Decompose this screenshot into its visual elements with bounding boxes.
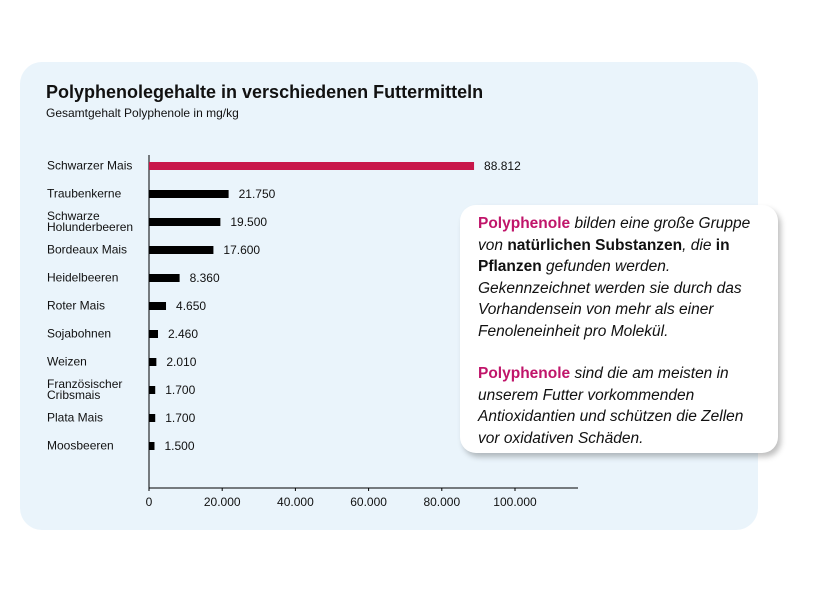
callout-paragraph: Polyphenole sind die am meisten in unser… [478, 363, 760, 449]
value-label: 19.500 [230, 215, 267, 229]
callout-text: in Pflanzen [478, 236, 730, 276]
bar [149, 218, 221, 226]
chart-subtitle: Gesamtgehalt Polyphenole in mg/kg [46, 106, 239, 120]
bar [149, 274, 180, 282]
callout: Polyphenole bilden eine große Gruppe von… [460, 205, 778, 453]
bar [149, 162, 475, 170]
chart-title: Polyphenolegehalte in verschiedenen Futt… [46, 82, 483, 102]
callout-text: , die [682, 236, 716, 254]
callout-text: Polyphenole [478, 365, 571, 382]
callout-text: sind die am meisten in unserem Futter vo… [478, 365, 744, 447]
category-label: Bordeaux Mais [47, 242, 128, 257]
callout-text: Polyphenole [478, 215, 571, 232]
callout-text: natürlichen Substanzen [507, 236, 683, 254]
value-label: 1.500 [164, 439, 194, 453]
x-tick-label: 40.000 [277, 495, 314, 509]
x-tick-label: 100.000 [493, 495, 537, 509]
bar [149, 190, 229, 198]
category-label: Schwarze Holunderbeeren [47, 209, 134, 234]
value-label: 2.460 [168, 327, 198, 341]
category-label: Plata Mais [47, 410, 104, 425]
value-label: 21.750 [239, 187, 276, 201]
category-label: Weizen [47, 354, 87, 369]
bar [149, 302, 167, 310]
category-label: Schwarzer Mais [47, 158, 133, 173]
category-label: Französischer Cribsmais [47, 377, 123, 402]
x-tick-label: 60.000 [350, 495, 387, 509]
bar [149, 358, 157, 366]
callout-text: gefunden werden. Gekennzeichnet werden s… [478, 258, 742, 340]
callout-text: bilden eine große Gruppe von [478, 215, 751, 254]
value-label: 88.812 [484, 159, 521, 173]
value-label: 17.600 [223, 243, 260, 257]
bar [149, 414, 156, 422]
category-label: Traubenkerne [47, 186, 122, 201]
value-label: 2.010 [166, 355, 196, 369]
bar [149, 330, 159, 338]
callout-paragraph: Polyphenole bilden eine große Gruppe von… [478, 213, 760, 342]
value-label: 1.700 [165, 383, 195, 397]
value-label: 4.650 [176, 299, 206, 313]
bar [149, 386, 156, 394]
category-label: Moosbeeren [47, 438, 114, 453]
bar [149, 246, 214, 254]
category-label: Roter Mais [47, 298, 106, 313]
category-label: Heidelbeeren [47, 270, 119, 285]
x-tick-label: 80.000 [423, 495, 460, 509]
x-tick-label: 20.000 [204, 495, 241, 509]
category-label: Sojabohnen [47, 326, 112, 341]
x-tick-label: 0 [146, 495, 153, 509]
value-label: 8.360 [190, 271, 220, 285]
value-label: 1.700 [165, 411, 195, 425]
bar [149, 442, 155, 450]
